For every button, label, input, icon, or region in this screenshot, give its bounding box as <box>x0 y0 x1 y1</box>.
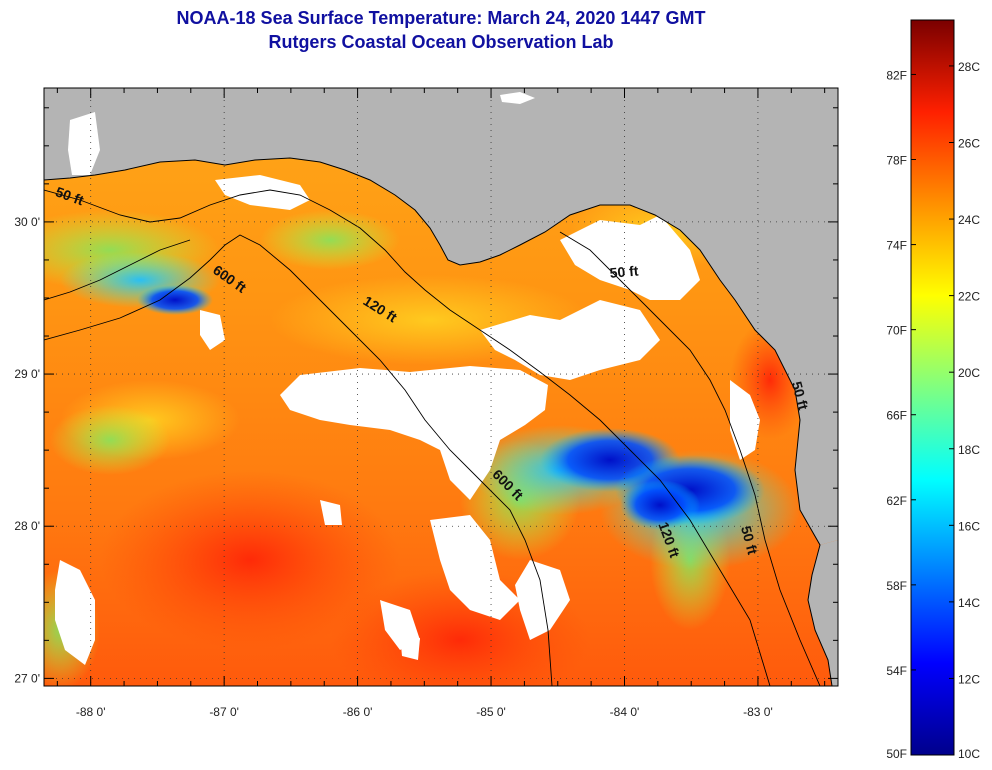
cloud-cover <box>400 635 420 660</box>
lon-tick-label: -88 0' <box>76 705 106 719</box>
cloud-cover <box>480 300 660 380</box>
cloud-cover <box>280 366 548 500</box>
cloud-cover <box>430 515 520 620</box>
land-mass <box>808 540 838 686</box>
cloud-cover <box>320 500 342 525</box>
depth-contour <box>44 189 771 686</box>
fahrenheit-label: 54F <box>886 664 907 678</box>
cloud-cover <box>55 560 95 665</box>
celsius-label: 28C <box>958 60 980 74</box>
lon-tick-label: -84 0' <box>610 705 640 719</box>
colorbar-gradient <box>910 19 955 756</box>
fahrenheit-label: 58F <box>886 579 907 593</box>
temperature-patch <box>260 210 400 270</box>
cloud-cover <box>560 215 700 300</box>
coastline <box>44 157 833 686</box>
fahrenheit-label: 66F <box>886 409 907 423</box>
lat-tick-label: 28 0' <box>14 519 40 533</box>
cloud-cover <box>200 310 225 350</box>
cloud-cover <box>500 92 535 104</box>
contour-label: 50 ft <box>738 524 761 556</box>
contour-label: 50 ft <box>789 380 812 412</box>
lat-tick-label: 29 0' <box>14 367 40 381</box>
map-frame <box>43 87 839 687</box>
contour-label: 50 ft <box>609 262 639 280</box>
depth-contour <box>559 231 821 686</box>
depth-contour <box>44 234 553 686</box>
land-mass <box>44 88 838 545</box>
lon-tick-label: -87 0' <box>209 705 239 719</box>
map-area <box>44 88 838 686</box>
celsius-label: 10C <box>958 747 980 761</box>
celsius-label: 20C <box>958 366 980 380</box>
fahrenheit-label: 82F <box>886 68 907 82</box>
fahrenheit-label: 62F <box>886 494 907 508</box>
celsius-label: 14C <box>958 596 980 610</box>
celsius-label: 12C <box>958 672 980 686</box>
temperature-patch <box>50 405 170 475</box>
map-subtitle: Rutgers Coastal Ocean Observation Lab <box>268 32 614 52</box>
depth-contour <box>44 239 191 301</box>
celsius-label: 16C <box>958 519 980 533</box>
celsius-label: 24C <box>958 213 980 227</box>
lon-tick-label: -83 0' <box>743 705 773 719</box>
cloud-cover <box>215 175 310 210</box>
map-title: NOAA-18 Sea Surface Temperature: March 2… <box>176 8 706 28</box>
cloud-cover <box>68 112 100 175</box>
fahrenheit-label: 70F <box>886 324 907 338</box>
fahrenheit-label: 50F <box>886 747 907 761</box>
celsius-label: 18C <box>958 443 980 457</box>
lon-tick-label: -86 0' <box>343 705 373 719</box>
lon-tick-label: -85 0' <box>476 705 506 719</box>
fahrenheit-label: 74F <box>886 239 907 253</box>
lat-tick-label: 30 0' <box>14 215 40 229</box>
cloud-cover <box>730 380 760 460</box>
cloud-cover <box>515 560 570 640</box>
temperature-patch <box>137 285 213 315</box>
celsius-label: 22C <box>958 290 980 304</box>
lat-tick-label: 27 0' <box>14 671 40 685</box>
fahrenheit-label: 78F <box>886 154 907 168</box>
celsius-label: 26C <box>958 137 980 151</box>
temperature-patch <box>620 480 700 530</box>
